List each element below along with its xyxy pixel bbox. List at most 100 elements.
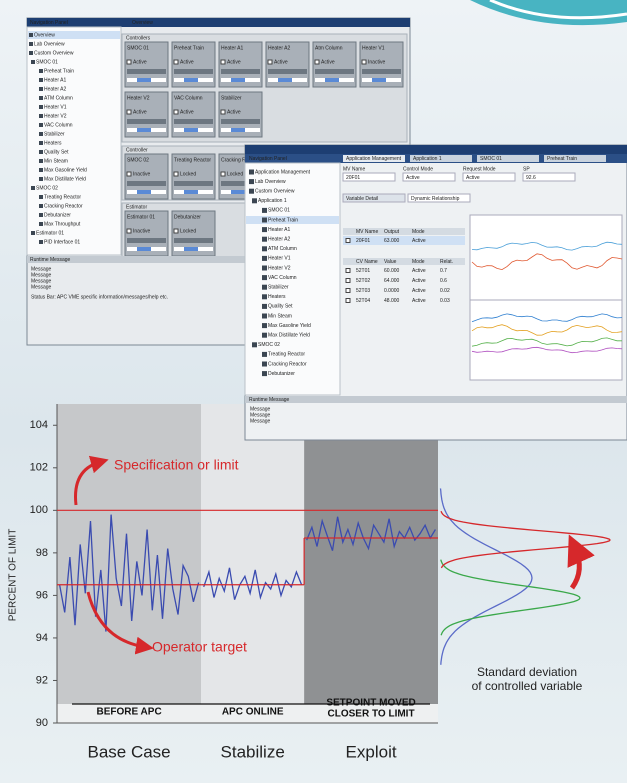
nav-item[interactable]: Max Gasoline Yield [44,167,87,173]
field-value: 20F01 [346,175,360,181]
checkbox [173,171,179,177]
dropdown [127,238,166,243]
table-cell: 63.000 [384,238,400,244]
nav-item[interactable]: Heater A2 [268,237,290,243]
nav-item[interactable]: SMOC 01 [268,208,290,214]
table-header [343,258,465,265]
nav-item[interactable]: Preheat Train [44,68,74,74]
nav-item[interactable]: Max Distillate Yield [268,333,310,339]
checkbox [173,109,179,115]
tab-label[interactable]: Preheat Train [547,156,577,162]
nav-item[interactable]: Application 1 [258,198,287,204]
nav-item[interactable]: SMOC 01 [36,59,58,65]
tab[interactable] [477,155,539,162]
nav-item[interactable]: Max Throughput [44,221,81,227]
nav-item[interactable]: Estimator 01 [36,230,64,236]
nav-icon [262,227,267,233]
section-title: Estimator [126,204,147,210]
bar-fill [137,78,151,82]
nav-item[interactable]: SMOC 02 [36,185,58,191]
nav-item[interactable]: Heaters [268,294,286,300]
subtab-label[interactable]: Dynamic Relationship [411,196,460,202]
nav-icon [39,150,43,154]
dropdown [268,69,307,74]
nav-item[interactable]: Heater V1 [268,256,291,262]
nav-item[interactable]: SMOC 02 [258,342,280,348]
nav-icon [39,222,43,226]
nav-item[interactable]: Custom Overview [255,189,295,195]
checkbox [220,171,226,177]
nav-item[interactable]: Heaters [44,140,62,146]
phase-caption: CLOSER TO LIMIT [328,709,415,720]
nav-item[interactable]: Lab Overview [34,41,65,47]
nav-item[interactable]: Heater A1 [268,227,290,233]
section-title: Controller [126,147,148,153]
tab-label[interactable]: SMOC 01 [480,156,502,162]
nav-item[interactable]: ATM Column [268,246,297,252]
subtab[interactable] [407,193,471,203]
phase-caption: BEFORE APC [96,707,161,718]
nav-item[interactable]: Debutanizer [44,212,71,218]
nav-item[interactable]: ATM Column [44,95,73,101]
nav-item[interactable]: Quality Set [268,304,293,310]
nav-item[interactable]: Heater V2 [268,265,291,271]
nav-item[interactable]: Preheat Train [268,217,298,223]
nav-item[interactable]: Heater V2 [44,113,67,119]
field-box [522,172,576,182]
bar-fill [137,128,151,132]
nav-item[interactable]: Min Steam [268,313,292,319]
nav-item[interactable]: VAC Column [44,122,73,128]
tab-label[interactable]: Application Management [346,156,402,162]
dropdown [221,181,260,186]
nav-icon [262,275,267,281]
table-cell: Active [412,278,426,284]
message: Message [31,266,52,272]
nav-item[interactable]: Stabilizer [44,131,65,137]
bar-fill [137,247,151,251]
checkbox [267,59,273,65]
nav-item[interactable]: PID Interface 01 [44,239,80,245]
nav-item[interactable]: Debutanizer [268,371,295,377]
nav-item[interactable]: Min Steam [44,158,68,164]
nav-item[interactable]: VAC Column [268,275,297,281]
subtab-label[interactable]: Variable Detail [346,196,378,202]
nav-item[interactable]: Heater A1 [44,77,66,83]
tab[interactable] [343,155,405,162]
bar-fill [184,190,198,194]
table-cell: 20F01 [356,238,370,244]
nav-icon [252,342,257,348]
nav-item[interactable]: Stabilizer [268,285,289,291]
table-cell: Active [412,238,426,244]
checkbox [220,59,226,65]
tile-name: Preheat Train [174,45,204,51]
nav-item[interactable]: Heater A2 [44,86,66,92]
nav-item[interactable]: Custom Overview [34,50,74,56]
nav-item[interactable]: Quality Set [44,149,69,155]
table-cell: 48.000 [384,298,400,304]
tab[interactable]: Overview [132,20,153,26]
section-title: Controllers [126,35,151,41]
nav-item[interactable]: Max Distillate Yield [44,176,86,182]
tile-name: SMOC 01 [127,45,149,51]
nav-item[interactable]: Treating Reactor [268,352,305,358]
tab[interactable] [410,155,472,162]
runtime-title: Runtime Message [249,397,290,403]
tab[interactable] [544,155,606,162]
nav-item[interactable]: Overview [34,32,55,38]
tile-name: Heater V2 [127,95,150,101]
nav-item[interactable]: Max Gasoline Yield [268,323,311,329]
nav-item[interactable]: Treating Reactor [44,194,81,200]
checkbox [345,238,351,243]
tile-status: Inactive [368,59,385,65]
nav-item[interactable]: Application Management [255,169,311,175]
nav-item[interactable]: Cracking Reactor [268,361,307,367]
tile-status: Active [133,59,147,65]
table-header-cell: Mode [412,229,425,235]
limit-annotation: Specification or limit [114,457,239,473]
tab-label[interactable]: Application 1 [413,156,442,162]
nav-item[interactable]: Cracking Reactor [44,203,83,209]
tile-status: Locked [227,171,243,177]
nav-item[interactable]: Heater V1 [44,104,67,110]
nav-item[interactable]: Lab Overview [255,179,286,185]
subtab[interactable] [342,193,406,203]
